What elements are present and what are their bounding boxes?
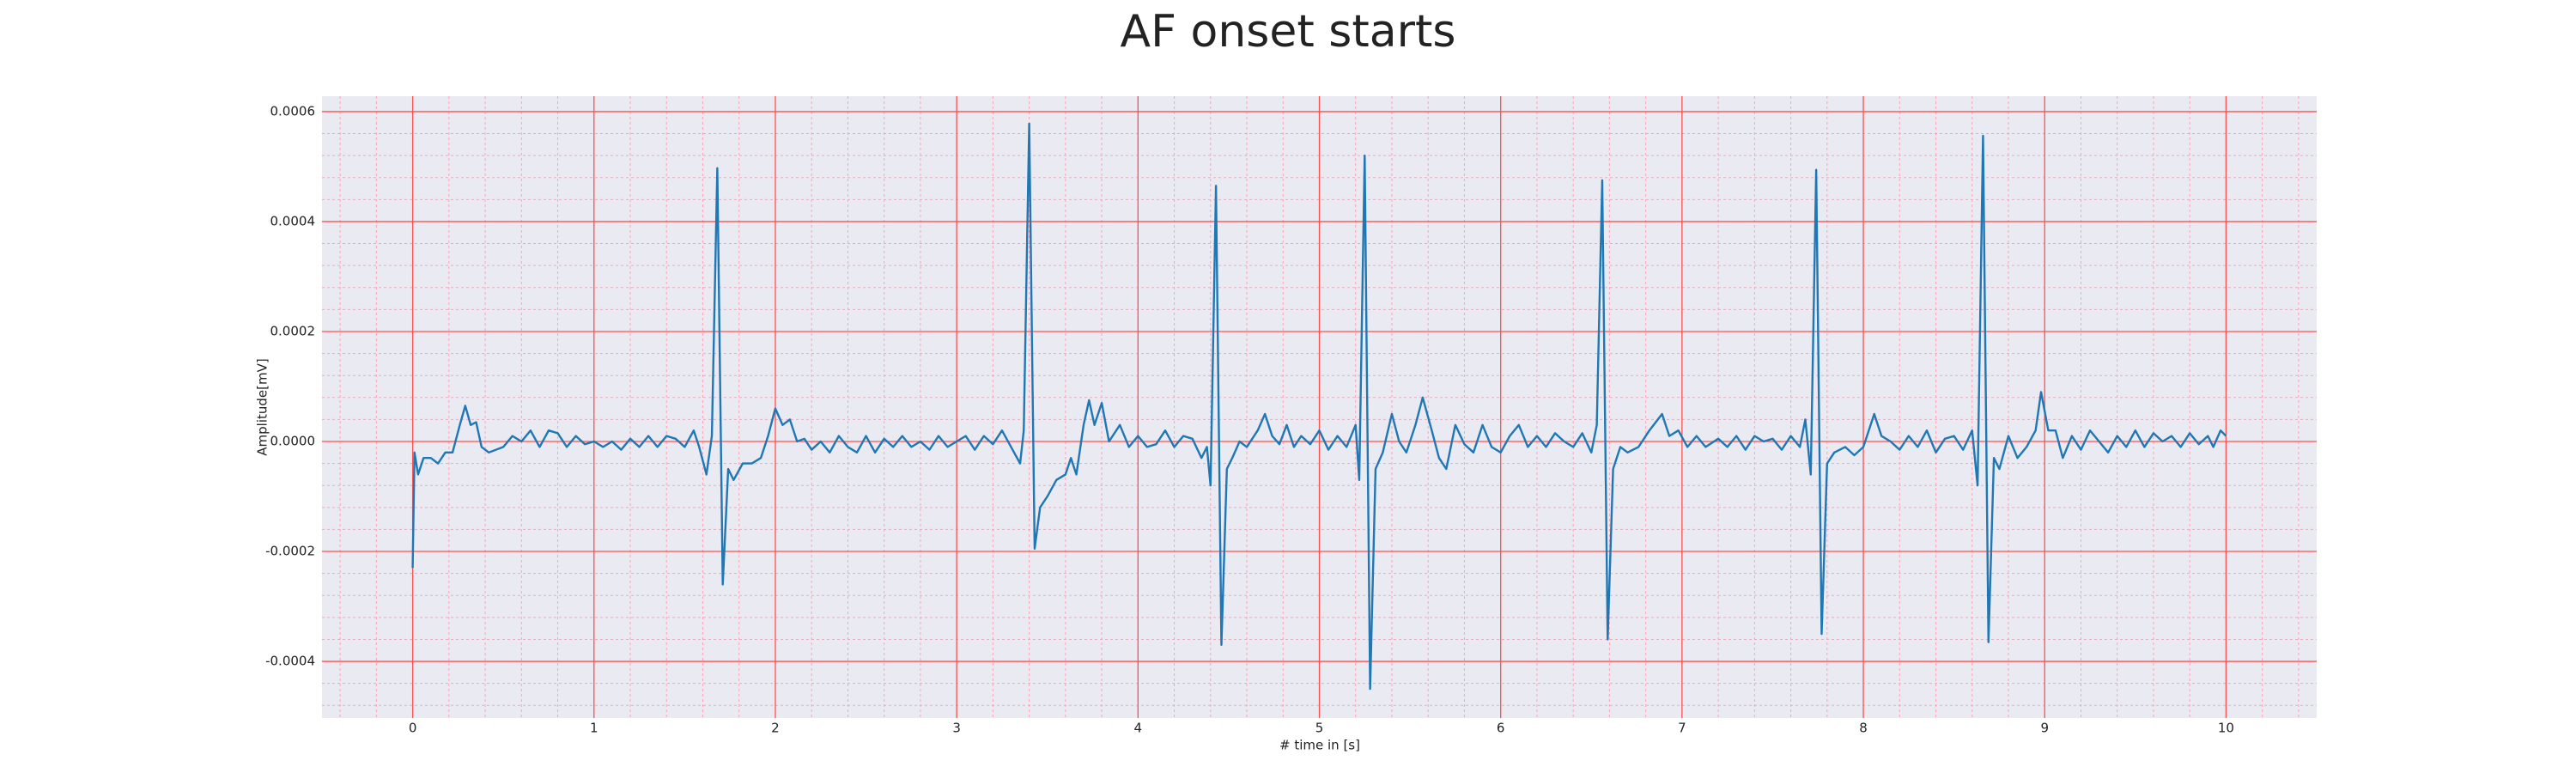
x-tick-label: 1 xyxy=(590,721,598,736)
y-tick-label: 0.0004 xyxy=(270,213,316,228)
signal-line xyxy=(411,122,2227,691)
y-axis-label: Amplitude[mV] xyxy=(255,358,270,455)
y-tick-label: -0.0004 xyxy=(265,654,315,669)
x-tick-label: 3 xyxy=(952,721,961,736)
chart-title: AF onset starts xyxy=(1121,6,1456,58)
x-tick-label: 8 xyxy=(1859,721,1868,736)
y-tick-label: 0.0002 xyxy=(270,323,316,338)
x-tick-label: 4 xyxy=(1134,721,1143,736)
x-tick-label: 0 xyxy=(409,721,417,736)
x-tick-label: 2 xyxy=(771,721,780,736)
y-tick-label: 0.0000 xyxy=(270,434,316,449)
x-tick-label: 6 xyxy=(1497,721,1505,736)
y-tick-label: -0.0002 xyxy=(265,544,315,559)
x-axis-label: # time in [s] xyxy=(1279,738,1360,753)
x-tick-label: 10 xyxy=(2218,721,2234,736)
x-tick-label: 9 xyxy=(2040,721,2049,736)
x-tick-label: 5 xyxy=(1315,721,1324,736)
x-tick-label: 7 xyxy=(1678,721,1686,736)
y-tick-label: 0.0006 xyxy=(270,103,316,119)
